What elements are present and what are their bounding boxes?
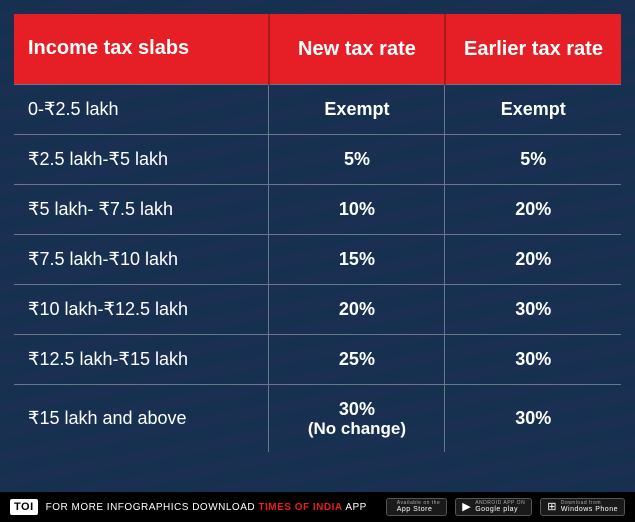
- cell-earlier: 30%: [445, 284, 621, 334]
- windows-badge[interactable]: ⊞ Download from Windows Phone: [540, 498, 625, 516]
- cell-earlier: 30%: [445, 334, 621, 384]
- table-row: ₹12.5 lakh-₹15 lakh 25% 30%: [14, 334, 621, 384]
- table-row: ₹2.5 lakh-₹5 lakh 5% 5%: [14, 134, 621, 184]
- cell-earlier: 30%: [445, 384, 621, 452]
- header-slabs: Income tax slabs: [14, 14, 269, 84]
- cell-new: 10%: [269, 184, 445, 234]
- googleplay-badge[interactable]: ▶ ANDROID APP ON Google play: [455, 498, 532, 516]
- cell-new: 25%: [269, 334, 445, 384]
- table-body: 0-₹2.5 lakh Exempt Exempt ₹2.5 lakh-₹5 l…: [14, 84, 621, 452]
- tax-slab-table: Income tax slabs New tax rate Earlier ta…: [14, 14, 621, 452]
- cell-slab: 0-₹2.5 lakh: [14, 84, 269, 134]
- cell-new: 20%: [269, 284, 445, 334]
- cell-slab: ₹12.5 lakh-₹15 lakh: [14, 334, 269, 384]
- header-new-rate: New tax rate: [269, 14, 445, 84]
- cell-slab: ₹7.5 lakh-₹10 lakh: [14, 234, 269, 284]
- cell-earlier: 20%: [445, 184, 621, 234]
- cell-new-sub: (No change): [277, 420, 436, 439]
- footer-brand: TIMES OF INDIA: [258, 502, 342, 513]
- store-name: Windows Phone: [561, 506, 618, 513]
- cell-new: 30% (No change): [269, 384, 445, 452]
- play-icon: ▶: [462, 502, 471, 513]
- table-row: ₹5 lakh- ₹7.5 lakh 10% 20%: [14, 184, 621, 234]
- header-earlier-rate: Earlier tax rate: [445, 14, 621, 84]
- table-row: 0-₹2.5 lakh Exempt Exempt: [14, 84, 621, 134]
- cell-new-value: 30%: [339, 399, 375, 419]
- store-name: Google play: [475, 506, 525, 513]
- cell-earlier: 5%: [445, 134, 621, 184]
- cell-new: Exempt: [269, 84, 445, 134]
- cell-new: 15%: [269, 234, 445, 284]
- windows-icon: ⊞: [547, 502, 557, 513]
- cell-earlier: 20%: [445, 234, 621, 284]
- table-row: ₹15 lakh and above 30% (No change) 30%: [14, 384, 621, 452]
- footer-bar: TOI FOR MORE INFOGRAPHICS DOWNLOAD TIMES…: [0, 492, 635, 522]
- appstore-badge[interactable]: Available on the App Store: [386, 498, 448, 516]
- infographic-container: Income tax slabs New tax rate Earlier ta…: [0, 0, 635, 522]
- cell-slab: ₹2.5 lakh-₹5 lakh: [14, 134, 269, 184]
- store-name: App Store: [397, 506, 441, 513]
- cell-new: 5%: [269, 134, 445, 184]
- cell-slab: ₹10 lakh-₹12.5 lakh: [14, 284, 269, 334]
- table-row: ₹7.5 lakh-₹10 lakh 15% 20%: [14, 234, 621, 284]
- table-row: ₹10 lakh-₹12.5 lakh 20% 30%: [14, 284, 621, 334]
- footer-pre: FOR MORE INFOGRAPHICS DOWNLOAD: [46, 502, 255, 513]
- cell-slab: ₹15 lakh and above: [14, 384, 269, 452]
- table-header: Income tax slabs New tax rate Earlier ta…: [14, 14, 621, 84]
- cell-slab: ₹5 lakh- ₹7.5 lakh: [14, 184, 269, 234]
- footer-text: FOR MORE INFOGRAPHICS DOWNLOAD TIMES OF …: [46, 502, 367, 513]
- cell-earlier: Exempt: [445, 84, 621, 134]
- toi-logo: TOI: [10, 499, 38, 515]
- footer-post: APP: [345, 502, 367, 513]
